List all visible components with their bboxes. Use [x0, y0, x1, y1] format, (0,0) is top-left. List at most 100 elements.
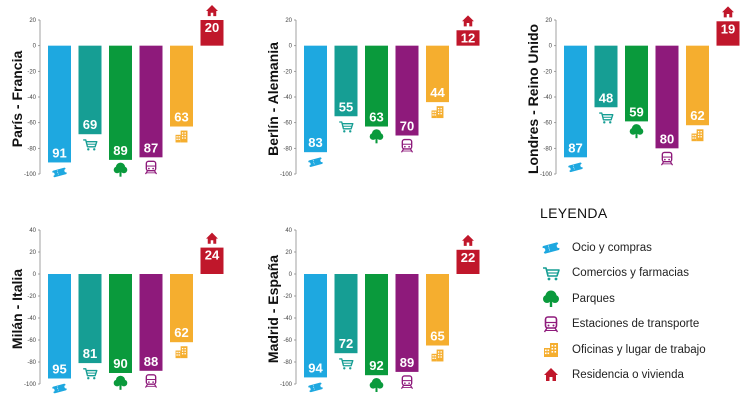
- bar-madrid-ocio: [304, 274, 327, 378]
- legend-item-ocio: Ocio y compras: [530, 235, 750, 261]
- y-tick-label: 0: [289, 44, 293, 50]
- bar-milan-residencia: [200, 247, 224, 274]
- bar-paris-residencia: [200, 20, 224, 46]
- shopping-cart-icon: [83, 368, 98, 380]
- bar-madrid-oficinas: [426, 274, 449, 346]
- value-label-madrid-comercios: 72: [339, 336, 353, 351]
- legend-label-parques: Parques: [572, 292, 615, 305]
- bar-milan-parques: [109, 274, 132, 373]
- house-icon: [206, 232, 218, 244]
- y-tick-label: -20: [543, 69, 552, 75]
- value-label-milan-parques: 90: [113, 356, 127, 371]
- house-icon: [544, 368, 558, 382]
- value-label-madrid-oficinas: 65: [430, 329, 444, 344]
- bar-londres-oficinas: [686, 45, 709, 126]
- office-building-icon: [175, 346, 188, 359]
- value-label-paris-parques: 89: [113, 143, 127, 158]
- bar-madrid-parques: [365, 274, 388, 376]
- office-building-icon: [691, 129, 704, 142]
- legend-title: LEYENDA: [540, 205, 608, 221]
- train-icon: [543, 316, 559, 333]
- bar-milan-transporte: [139, 274, 163, 371]
- office-building-icon: [431, 349, 444, 362]
- house-icon: [462, 15, 474, 27]
- house-icon: [206, 5, 218, 17]
- bar-berlin-comercios: [334, 45, 358, 117]
- legend-label-residencia: Residencia o vivienda: [572, 369, 684, 382]
- train-icon: [144, 374, 158, 388]
- value-label-paris-oficinas: 63: [174, 110, 188, 125]
- bar-londres-parques: [625, 45, 648, 122]
- value-label-berlin-oficinas: 44: [430, 85, 445, 100]
- value-label-milan-residencia: 24: [205, 248, 220, 263]
- value-label-londres-oficinas: 62: [690, 108, 704, 123]
- y-tick-label: -20: [283, 69, 292, 75]
- legend-item-residencia: Residencia o vivienda: [530, 363, 750, 389]
- bar-berlin-transporte: [395, 45, 419, 136]
- bar-paris-ocio: [48, 45, 71, 163]
- value-label-paris-residencia: 20: [205, 20, 219, 35]
- train-icon: [400, 138, 414, 153]
- chart-madrid: Madrid - España 40 20 0 -20 -40 -60 -80 -100 94 72…: [265, 228, 480, 393]
- value-label-berlin-ocio: 83: [308, 135, 322, 150]
- y-tick-label: -40: [283, 316, 292, 322]
- bar-londres-comercios: [594, 45, 618, 108]
- bar-paris-oficinas: [170, 45, 193, 127]
- bar-madrid-comercios: [334, 274, 358, 354]
- bar-paris-parques: [109, 45, 132, 160]
- chart-title-londres: Londres - Reino Unido: [525, 24, 541, 174]
- y-tick-label: -60: [283, 338, 292, 344]
- y-tick-label: 40: [285, 228, 292, 234]
- value-label-milan-comercios: 81: [83, 346, 97, 361]
- bar-londres-transporte: [655, 45, 679, 149]
- chart-berlin: Berlín - Alemania 20 0 -20 -40 -60 -80 -100 83 55…: [265, 15, 480, 178]
- train-icon: [400, 375, 414, 390]
- y-tick-label: -40: [27, 95, 36, 101]
- shopping-cart-icon: [339, 121, 354, 133]
- y-tick-label: -80: [543, 146, 552, 152]
- bar-milan-comercios: [78, 274, 102, 364]
- shopping-cart-icon: [599, 112, 614, 124]
- tree-icon: [369, 129, 384, 144]
- value-label-madrid-parques: 92: [369, 358, 383, 373]
- y-tick-label: -20: [27, 69, 36, 75]
- ticket-icon: [51, 383, 68, 394]
- bar-madrid-transporte: [395, 274, 419, 372]
- legend-item-transporte: Estaciones de transporte: [530, 312, 750, 338]
- legend-label-oficinas: Oficinas y lugar de trabajo: [572, 343, 706, 356]
- legend-label-transporte: Estaciones de transporte: [572, 318, 700, 331]
- legend-item-parques: Parques: [530, 286, 750, 312]
- train-icon: [660, 151, 674, 166]
- value-label-paris-transporte: 87: [144, 140, 158, 155]
- bar-berlin-oficinas: [426, 45, 449, 103]
- value-label-berlin-parques: 63: [369, 110, 383, 125]
- ticket-icon: [567, 162, 584, 173]
- y-tick-label: -60: [27, 121, 36, 127]
- ticket-icon: [307, 157, 324, 167]
- ticket-icon: [541, 242, 561, 254]
- y-tick-label: -100: [280, 382, 293, 388]
- bar-londres-ocio: [564, 45, 587, 158]
- bar-milan-ocio: [48, 274, 71, 379]
- y-tick-label: -20: [283, 294, 292, 300]
- bar-madrid-residencia: [456, 249, 480, 274]
- legend-label-comercios: Comercios y farmacias: [572, 267, 689, 280]
- bar-berlin-ocio: [304, 45, 327, 153]
- y-tick-label: -20: [27, 294, 36, 300]
- bar-paris-comercios: [78, 45, 102, 135]
- y-tick-label: 20: [29, 250, 36, 256]
- ticket-icon: [51, 167, 68, 178]
- value-label-berlin-comercios: 55: [339, 99, 353, 114]
- chart-title-milan: Milán - Italia: [9, 269, 25, 349]
- value-label-londres-residencia: 19: [721, 21, 735, 36]
- value-label-londres-ocio: 87: [568, 140, 582, 155]
- value-label-milan-ocio: 95: [52, 362, 66, 377]
- office-building-icon: [175, 130, 188, 143]
- tree-icon: [369, 377, 384, 392]
- y-tick-label: -60: [543, 121, 552, 127]
- y-tick-label: -40: [27, 316, 36, 322]
- chart-title-madrid: Madrid - España: [265, 255, 281, 363]
- y-tick-label: -100: [280, 172, 293, 178]
- legend-item-comercios: Comercios y farmacias: [530, 261, 750, 287]
- office-building-icon: [544, 342, 558, 357]
